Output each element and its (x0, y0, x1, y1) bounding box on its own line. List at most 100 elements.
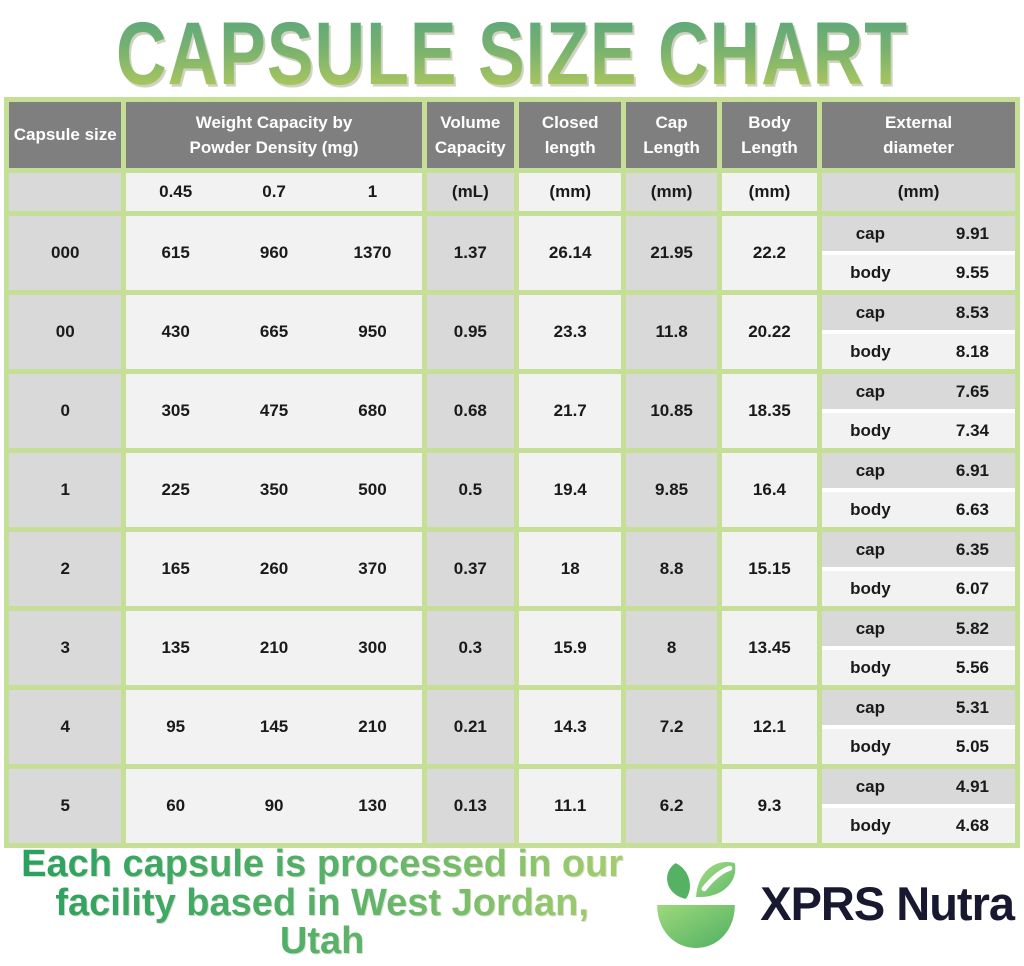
external-body-value: 6.63 (955, 499, 989, 519)
external-cap-row: cap 9.91 (822, 216, 1015, 251)
cell-external-diameter: cap 5.31 body 5.05 (822, 690, 1015, 764)
external-body-value: 8.18 (955, 341, 989, 361)
cell-weight-1: 300 (358, 638, 387, 657)
cell-weight-045: 165 (161, 559, 190, 578)
cell-weight-045: 305 (161, 401, 190, 420)
cell-weight-07: 665 (259, 322, 289, 341)
cell-external-diameter: cap 4.91 body 4.68 (822, 769, 1015, 843)
cell-weight-group: 225 350 500 (126, 453, 422, 527)
header-weight-line2: Powder Density (mg) (189, 138, 359, 157)
header-external-diameter: External diameter (822, 102, 1015, 168)
units-closed: (mm) (519, 173, 622, 211)
cell-volume: 1.37 (426, 216, 514, 290)
header-body-line1: Body (748, 112, 791, 132)
external-cap-row: cap 6.35 (822, 532, 1015, 567)
cell-volume: 0.95 (426, 295, 514, 369)
cell-external-diameter: cap 6.35 body 6.07 (822, 532, 1015, 606)
cell-volume: 0.68 (426, 374, 514, 448)
external-body-label: body (850, 657, 891, 677)
capsule-size-table: Capsule size Weight Capacity by Powder D… (4, 97, 1020, 848)
cell-weight-group: 60 90 130 (126, 769, 422, 843)
cell-weight-1: 370 (358, 559, 387, 578)
footer-tagline-line1: Each capsule is processed in our (21, 842, 624, 885)
external-cap-row: cap 8.53 (822, 295, 1015, 330)
brand-name: XPRS Nutra (760, 876, 1015, 930)
external-cap-value: 6.35 (955, 539, 989, 559)
page-title: CAPSULE SIZE CHART (116, 0, 908, 104)
table-row: 000 615 960 1370 1.37 26.14 21.95 22.2 c… (9, 216, 1015, 290)
cell-weight-07: 260 (259, 559, 289, 578)
cell-weight-07: 90 (264, 796, 284, 815)
external-cap-row: cap 6.91 (822, 453, 1015, 488)
table-row: 2 165 260 370 0.37 18 8.8 15.15 cap 6.35 (9, 532, 1015, 606)
header-cap-line1: Cap (655, 112, 688, 132)
header-closed-length: Closed length (519, 102, 622, 168)
cell-external-diameter: cap 8.53 body 8.18 (822, 295, 1015, 369)
header-volume-line2: Capacity (434, 138, 506, 157)
header-volume-line1: Volume (440, 112, 501, 132)
cell-closed-length: 18 (519, 532, 622, 606)
header-row: Capsule size Weight Capacity by Powder D… (9, 102, 1015, 168)
cell-weight-group: 165 260 370 (126, 532, 422, 606)
units-body: (mm) (721, 173, 818, 211)
cell-weight-1: 1370 (353, 243, 392, 262)
cell-external-diameter: cap 7.65 body 7.34 (822, 374, 1015, 448)
header-cap-line2: Length (643, 138, 700, 157)
cell-cap-length: 11.8 (626, 295, 717, 369)
external-body-row: body 4.68 (822, 808, 1015, 843)
footer-tagline-line2: facility based in West Jordan, Utah (55, 881, 589, 963)
cell-weight-045: 60 (166, 796, 186, 815)
external-cap-label: cap (855, 618, 886, 638)
cell-size: 00 (9, 295, 122, 369)
units-density: 0.45 0.7 1 (126, 173, 422, 211)
external-cap-value: 4.91 (955, 776, 989, 796)
external-body-value: 4.68 (955, 815, 989, 835)
cell-body-length: 15.15 (721, 532, 818, 606)
external-body-value: 9.55 (955, 262, 989, 282)
external-body-row: body 9.55 (822, 255, 1015, 290)
cell-weight-1: 210 (358, 717, 387, 736)
cell-closed-length: 15.9 (519, 611, 622, 685)
header-external-line2: diameter (883, 138, 955, 157)
external-body-row: body 6.63 (822, 492, 1015, 527)
cell-size: 000 (9, 216, 122, 290)
external-cap-label: cap (855, 697, 886, 717)
external-body-label: body (850, 420, 891, 440)
cell-cap-length: 9.85 (626, 453, 717, 527)
header-volume-capacity: Volume Capacity (426, 102, 514, 168)
logo-bowl (657, 905, 736, 948)
cell-volume: 0.13 (426, 769, 514, 843)
cell-weight-1: 500 (358, 480, 387, 499)
cell-body-length: 9.3 (721, 769, 818, 843)
external-body-label: body (850, 578, 891, 598)
external-body-label: body (850, 815, 891, 835)
external-body-label: body (850, 341, 891, 361)
external-body-label: body (850, 262, 891, 282)
cell-size: 5 (9, 769, 122, 843)
external-cap-row: cap 5.31 (822, 690, 1015, 725)
cell-weight-07: 210 (259, 638, 289, 657)
table-row: 00 430 665 950 0.95 23.3 11.8 20.22 cap … (9, 295, 1015, 369)
header-capsule-size: Capsule size (9, 102, 122, 168)
header-weight-capacity: Weight Capacity by Powder Density (mg) (126, 102, 422, 168)
cell-cap-length: 8.8 (626, 532, 717, 606)
external-cap-label: cap (855, 539, 886, 559)
header-weight-line1: Weight Capacity by (195, 112, 353, 132)
units-density-045: 0.45 (159, 182, 193, 201)
cell-external-diameter: cap 5.82 body 5.56 (822, 611, 1015, 685)
external-cap-value: 7.65 (955, 381, 989, 401)
external-cap-label: cap (855, 460, 886, 480)
table-row: 5 60 90 130 0.13 11.1 6.2 9.3 cap 4.91 (9, 769, 1015, 843)
cell-volume: 0.5 (426, 453, 514, 527)
cell-cap-length: 6.2 (626, 769, 717, 843)
external-cap-value: 5.82 (955, 618, 989, 638)
units-volume: (mL) (426, 173, 514, 211)
logo-left-leaf (667, 863, 691, 899)
cell-weight-07: 475 (259, 401, 289, 420)
external-body-value: 5.05 (955, 736, 989, 756)
xprs-nutra-logo-icon (657, 862, 736, 948)
cell-weight-07: 960 (259, 243, 289, 262)
units-capsule-size-empty (9, 173, 122, 211)
cell-size: 0 (9, 374, 122, 448)
header-closed-line2: length (544, 138, 596, 157)
